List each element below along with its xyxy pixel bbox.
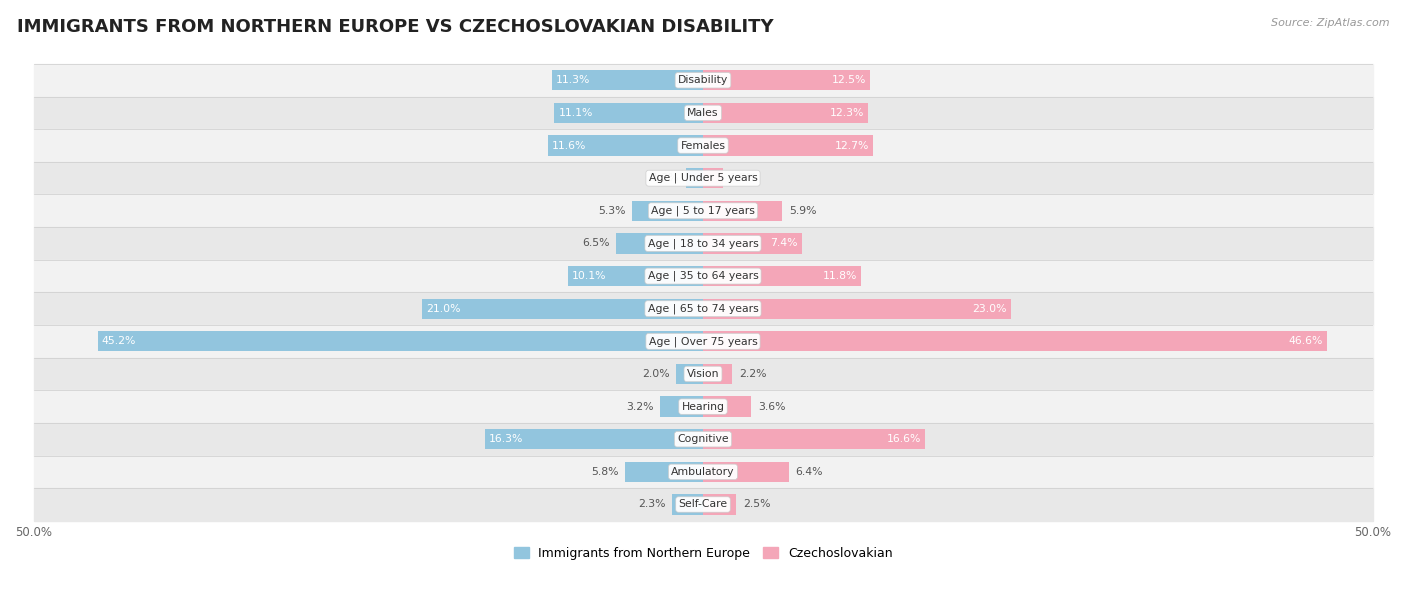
Bar: [703, 429, 925, 449]
Text: 46.6%: 46.6%: [1288, 337, 1323, 346]
Bar: [551, 70, 703, 91]
Bar: [703, 233, 801, 253]
Bar: [703, 331, 1327, 351]
Bar: [34, 129, 1372, 162]
Bar: [703, 397, 751, 417]
Text: 12.3%: 12.3%: [830, 108, 863, 118]
Text: Age | Over 75 years: Age | Over 75 years: [648, 336, 758, 346]
Text: 5.3%: 5.3%: [598, 206, 626, 216]
Bar: [98, 331, 703, 351]
Text: Self-Care: Self-Care: [679, 499, 727, 510]
Bar: [616, 233, 703, 253]
Text: 1.3%: 1.3%: [651, 173, 679, 183]
Text: 3.6%: 3.6%: [758, 401, 786, 412]
Bar: [34, 64, 1372, 97]
Text: 5.8%: 5.8%: [591, 467, 619, 477]
Text: 2.0%: 2.0%: [643, 369, 669, 379]
Text: 45.2%: 45.2%: [101, 337, 136, 346]
Text: 2.3%: 2.3%: [638, 499, 665, 510]
Bar: [661, 397, 703, 417]
Bar: [422, 299, 703, 319]
Text: 6.5%: 6.5%: [582, 239, 609, 248]
Text: Age | Under 5 years: Age | Under 5 years: [648, 173, 758, 184]
Bar: [703, 494, 737, 515]
Text: 2.2%: 2.2%: [740, 369, 766, 379]
Bar: [34, 390, 1372, 423]
Bar: [686, 168, 703, 188]
Bar: [34, 227, 1372, 259]
Text: Disability: Disability: [678, 75, 728, 85]
Text: Source: ZipAtlas.com: Source: ZipAtlas.com: [1271, 18, 1389, 28]
Text: 12.5%: 12.5%: [832, 75, 866, 85]
Bar: [672, 494, 703, 515]
Bar: [703, 461, 789, 482]
Bar: [34, 423, 1372, 455]
Text: Age | 18 to 34 years: Age | 18 to 34 years: [648, 238, 758, 248]
Text: 3.2%: 3.2%: [626, 401, 654, 412]
Text: Vision: Vision: [686, 369, 720, 379]
Text: Females: Females: [681, 141, 725, 151]
Bar: [676, 364, 703, 384]
Bar: [34, 259, 1372, 293]
Text: 11.3%: 11.3%: [555, 75, 591, 85]
Bar: [703, 299, 1011, 319]
Text: 21.0%: 21.0%: [426, 304, 460, 314]
Text: 11.6%: 11.6%: [551, 141, 586, 151]
Bar: [568, 266, 703, 286]
Text: Age | 5 to 17 years: Age | 5 to 17 years: [651, 206, 755, 216]
Bar: [554, 103, 703, 123]
Bar: [34, 97, 1372, 129]
Text: Males: Males: [688, 108, 718, 118]
Text: 7.4%: 7.4%: [770, 239, 799, 248]
Bar: [703, 201, 782, 221]
Text: Age | 65 to 74 years: Age | 65 to 74 years: [648, 304, 758, 314]
Bar: [34, 325, 1372, 357]
Bar: [34, 162, 1372, 195]
Bar: [548, 135, 703, 155]
Bar: [34, 195, 1372, 227]
Text: 16.6%: 16.6%: [887, 435, 921, 444]
Text: 12.7%: 12.7%: [835, 141, 869, 151]
Text: 5.9%: 5.9%: [789, 206, 817, 216]
Text: 11.8%: 11.8%: [823, 271, 858, 281]
Bar: [485, 429, 703, 449]
Bar: [703, 168, 723, 188]
Text: 16.3%: 16.3%: [489, 435, 523, 444]
Text: Age | 35 to 64 years: Age | 35 to 64 years: [648, 271, 758, 282]
Bar: [703, 266, 860, 286]
Text: 1.5%: 1.5%: [730, 173, 758, 183]
Bar: [703, 135, 873, 155]
Bar: [34, 357, 1372, 390]
Text: 23.0%: 23.0%: [973, 304, 1007, 314]
Text: Ambulatory: Ambulatory: [671, 467, 735, 477]
Text: Cognitive: Cognitive: [678, 435, 728, 444]
Bar: [633, 201, 703, 221]
Bar: [703, 364, 733, 384]
Text: 6.4%: 6.4%: [796, 467, 823, 477]
Text: 2.5%: 2.5%: [744, 499, 770, 510]
Bar: [34, 293, 1372, 325]
Legend: Immigrants from Northern Europe, Czechoslovakian: Immigrants from Northern Europe, Czechos…: [509, 542, 897, 565]
Bar: [34, 455, 1372, 488]
Text: IMMIGRANTS FROM NORTHERN EUROPE VS CZECHOSLOVAKIAN DISABILITY: IMMIGRANTS FROM NORTHERN EUROPE VS CZECH…: [17, 18, 773, 36]
Bar: [703, 70, 870, 91]
Text: 10.1%: 10.1%: [572, 271, 606, 281]
Bar: [703, 103, 868, 123]
Text: 11.1%: 11.1%: [558, 108, 593, 118]
Bar: [626, 461, 703, 482]
Text: Hearing: Hearing: [682, 401, 724, 412]
Bar: [34, 488, 1372, 521]
